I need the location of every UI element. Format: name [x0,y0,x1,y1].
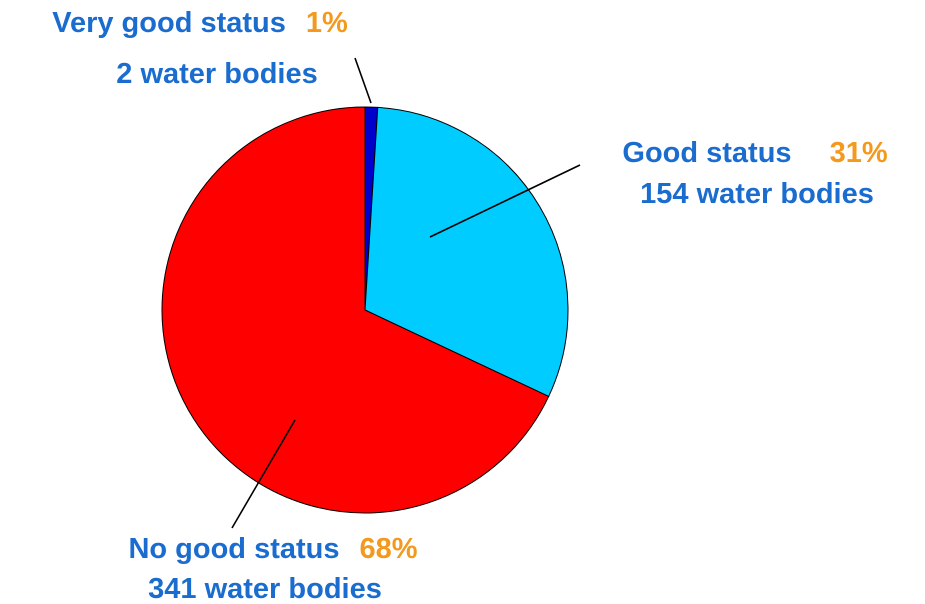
category-label: Very good status [52,7,286,39]
slice-label: No good status 68% [128,533,417,565]
category-label: Good status [622,137,791,169]
pie-slice [161,106,550,514]
category-label: No good status [128,533,339,565]
leader-line [429,164,581,238]
percent-label: 1% [306,7,348,39]
percent-label: 31% [830,137,888,169]
pie-slice [364,106,569,398]
leader-line [354,57,372,104]
count-label: 341 water bodies [148,573,382,604]
leader-line [231,419,296,529]
slice-label: Very good status 1% [52,7,348,39]
percent-label: 68% [360,533,418,565]
count-label: 154 water bodies [640,178,874,210]
count-label: 2 water bodies [116,58,317,90]
slice-label: Good status 31% [622,137,887,169]
